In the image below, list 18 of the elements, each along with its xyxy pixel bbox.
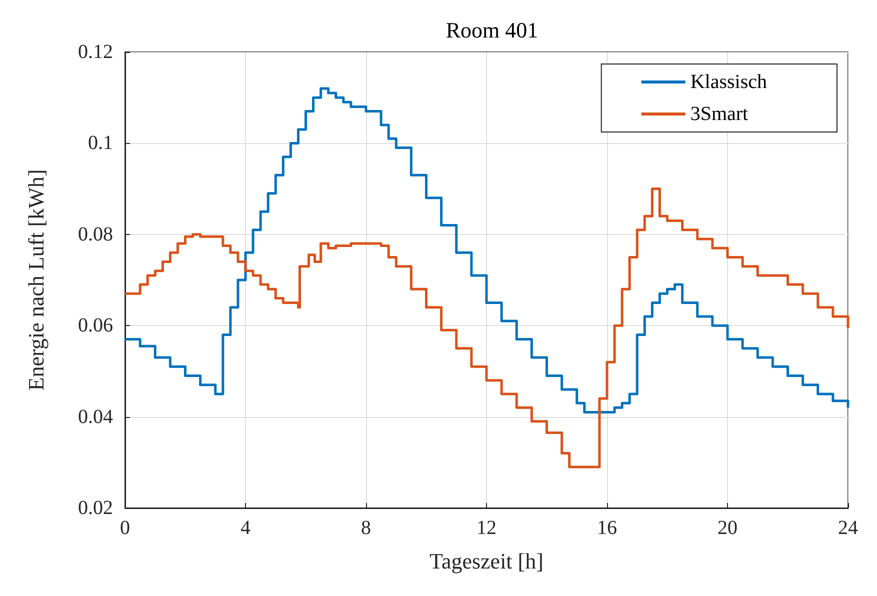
x-tick-label: 4 [240,517,250,539]
x-tick-label: 20 [718,517,738,539]
legend-label: Klassisch [690,71,768,93]
y-tick-label: 0.12 [78,41,113,63]
legend-label: 3Smart [690,103,749,125]
x-tick-label: 12 [476,517,496,539]
x-axis-title: Tageszeit [h] [430,548,544,574]
x-tick-label: 24 [838,517,858,539]
y-tick-label: 0.04 [78,406,113,428]
y-tick-label: 0.06 [78,314,113,337]
y-tick-label: 0.08 [78,223,113,246]
chart-title: Room 401 [446,18,538,42]
y-axis-title: Energie nach Luft [kWh] [24,169,48,391]
x-tick-label: 0 [120,517,130,539]
x-tick-label: 8 [361,517,371,539]
y-tick-label: 0.02 [78,497,113,519]
x-tick-label: 16 [597,517,617,539]
y-tick-label: 0.1 [88,132,113,154]
